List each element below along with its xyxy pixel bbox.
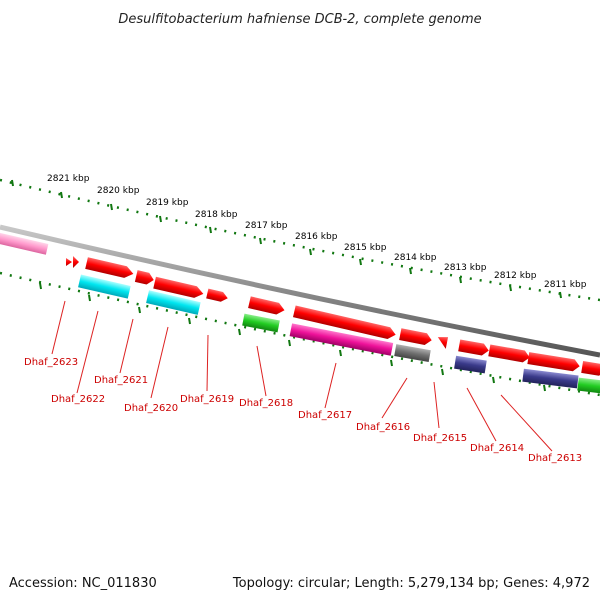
scale-label: 2821 kbp [47, 174, 90, 184]
gene-arrow [153, 276, 204, 298]
genome-title: Desulfitobacterium hafniense DCB-2, comp… [118, 12, 481, 27]
gene-arrow [85, 257, 134, 278]
scale-label: 2816 kbp [295, 232, 338, 242]
gene-block-gray [394, 344, 431, 363]
gene-arrow [73, 256, 79, 268]
scale-label: 2813 kbp [444, 263, 487, 273]
gene-arrow [458, 339, 489, 356]
gene-block-cyan [146, 290, 201, 315]
scale-label: 2812 kbp [494, 271, 537, 281]
gene-arrow [206, 288, 228, 302]
gene-arrow [248, 296, 285, 315]
gene-arrow [527, 352, 580, 372]
gene-pink-left [0, 230, 49, 255]
scale-label: 2815 kbp [344, 243, 387, 253]
gene-labels: Dhaf_2623 Dhaf_2622 Dhaf_2621 Dhaf_2620 … [24, 357, 582, 464]
scale-label: 2818 kbp [195, 210, 238, 220]
gene-label: Dhaf_2617 [298, 410, 352, 421]
scale-label: 2811 kbp [544, 280, 587, 290]
gene-leaders [51, 300, 553, 452]
gene-label: Dhaf_2615 [413, 433, 467, 444]
gene-label: Dhaf_2622 [51, 394, 105, 405]
genome-summary-text: Topology: circular; Length: 5,279,134 bp… [232, 576, 590, 591]
gene-arrow [399, 328, 432, 345]
gene-arrow [66, 258, 72, 266]
genome-backbone [0, 224, 600, 358]
scale-label: 2817 kbp [245, 221, 288, 231]
gene-arrow [581, 361, 600, 376]
gene-label: Dhaf_2618 [239, 398, 293, 409]
scale-labels: 2821 kbp 2820 kbp 2819 kbp 2818 kbp 2817… [47, 174, 587, 290]
gene-block-green [577, 377, 600, 394]
gene-arrow [292, 305, 396, 339]
scale-label: 2820 kbp [97, 186, 140, 196]
block-genes [78, 274, 600, 394]
gene-label: Dhaf_2619 [180, 394, 234, 405]
gene-arrow [437, 337, 449, 349]
scale-label: 2819 kbp [146, 198, 189, 208]
accession-text: Accession: NC_011830 [9, 576, 157, 591]
gene-block-navy [454, 355, 487, 374]
gene-block-green [242, 313, 280, 333]
gene-arrow [488, 344, 530, 363]
gene-label: Dhaf_2620 [124, 403, 178, 414]
gene-label: Dhaf_2621 [94, 375, 148, 386]
gene-block-navy [522, 368, 579, 389]
gene-block-magenta [289, 323, 394, 356]
gene-arrow [134, 270, 154, 285]
gene-block-cyan [78, 274, 131, 299]
forward-strand-genes [66, 256, 600, 376]
inner-ticks [39, 282, 546, 392]
outer-major-ticks [11, 179, 562, 299]
gene-label: Dhaf_2623 [24, 357, 78, 368]
gene-label: Dhaf_2616 [356, 422, 410, 433]
gene-label: Dhaf_2613 [528, 453, 582, 464]
scale-label: 2814 kbp [394, 253, 437, 263]
gene-label: Dhaf_2614 [470, 443, 524, 454]
